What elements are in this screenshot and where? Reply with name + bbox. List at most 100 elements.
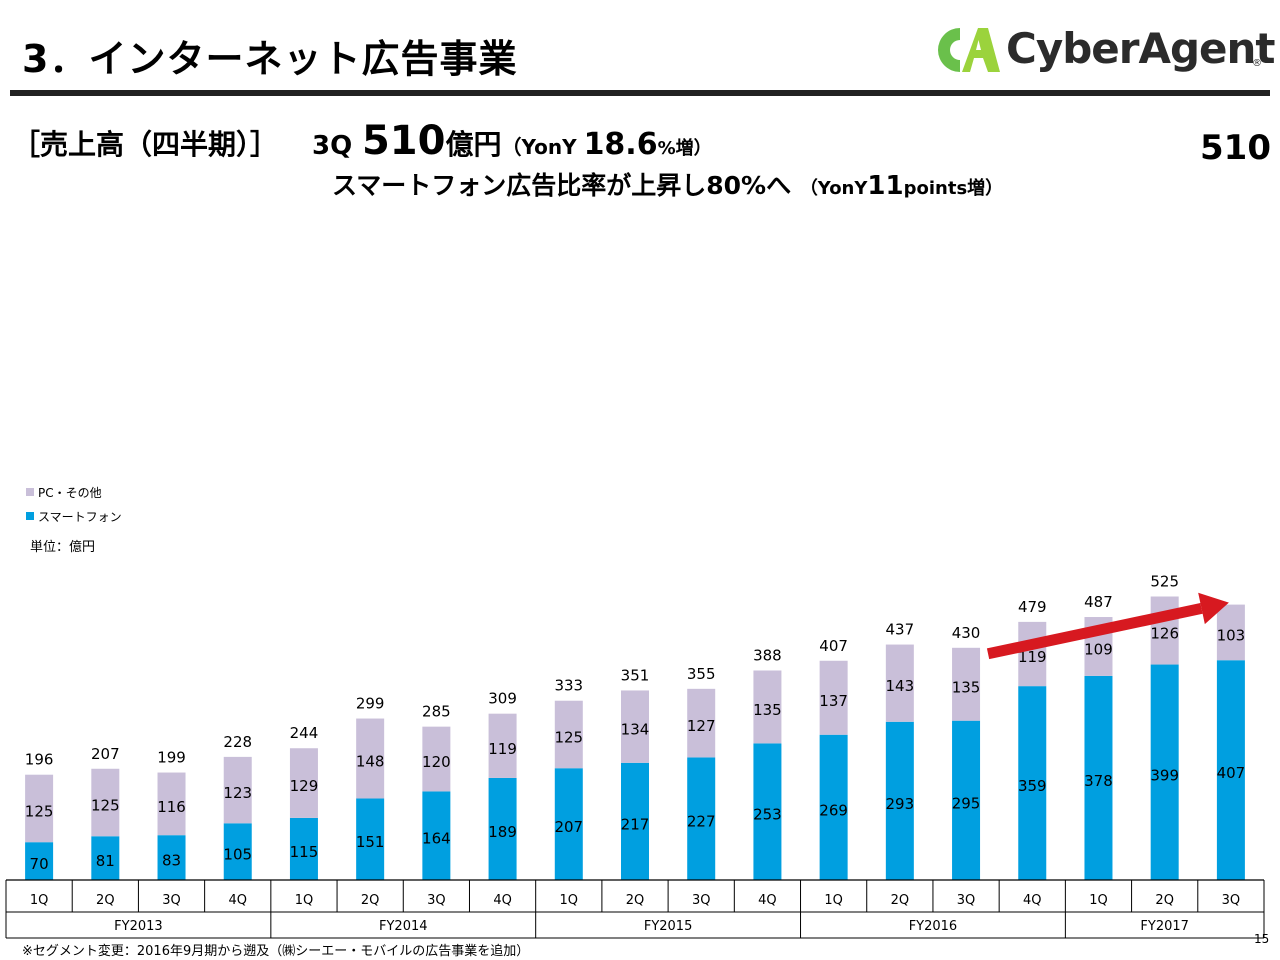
data-label-smartphone: 207	[554, 818, 583, 836]
latest-total-callout: 510	[1200, 128, 1271, 168]
data-label-total: 285	[422, 703, 451, 721]
x-tick-label: 3Q	[162, 893, 181, 908]
x-tick-label: 3Q	[427, 893, 446, 908]
fiscal-year-label: FY2017	[1140, 919, 1189, 934]
data-label-pc-other: 134	[621, 721, 650, 739]
registered-mark: ®	[1252, 58, 1262, 69]
data-label-smartphone: 189	[488, 823, 517, 841]
chart-legend: PC・その他 スマートフォン	[26, 480, 122, 528]
data-label-pc-other: 123	[223, 784, 252, 802]
data-label-smartphone: 217	[621, 815, 650, 833]
bar-pc-other	[25, 774, 54, 843]
ratio-yoy-suffix: points増）	[903, 178, 1004, 199]
bar-smartphone	[1150, 664, 1179, 880]
data-label-smartphone: 105	[223, 846, 252, 864]
bar-pc-other	[753, 670, 782, 744]
data-label-total: 333	[554, 677, 583, 695]
x-tick-label: 2Q	[1155, 893, 1174, 908]
growth-arrow-head-icon	[1198, 592, 1229, 625]
data-label-smartphone: 151	[356, 833, 385, 851]
bar-pc-other	[422, 726, 451, 792]
x-tick-label: 2Q	[891, 893, 910, 908]
data-label-pc-other: 125	[554, 728, 583, 746]
legend-item-sp: スマートフォン	[26, 504, 122, 528]
footnote: ※セグメント変更：2016年9月期から遡及（㈱シーエー・モバイルの広告事業を追加…	[22, 944, 530, 959]
bar-smartphone	[91, 836, 120, 880]
bar-smartphone	[687, 757, 716, 880]
data-label-total: 355	[687, 665, 716, 683]
data-label-smartphone: 359	[1018, 777, 1047, 795]
bar-smartphone	[25, 842, 54, 880]
data-label-smartphone: 81	[96, 852, 115, 870]
data-label-pc-other: 125	[91, 797, 120, 815]
bar-pc-other	[554, 700, 583, 769]
data-label-pc-other: 143	[886, 677, 915, 695]
bar-pc-other	[157, 772, 186, 836]
bar-pc-other	[1018, 621, 1047, 687]
yoy-value: 18.6	[583, 127, 658, 162]
yoy-suffix: %増）	[657, 138, 712, 159]
legend-label-pc: PC・その他	[38, 485, 102, 500]
data-label-pc-other: 129	[290, 777, 319, 795]
data-label-smartphone: 70	[30, 855, 49, 873]
unit-label: 単位：億円	[30, 540, 96, 555]
bar-smartphone	[952, 720, 981, 880]
bar-smartphone	[1216, 660, 1245, 880]
data-label-smartphone: 115	[290, 843, 319, 861]
fiscal-year-label: FY2013	[114, 919, 163, 934]
data-label-total: 388	[753, 646, 782, 664]
ratio-yoy-value: 11	[867, 171, 904, 201]
x-tick-label: 2Q	[96, 893, 115, 908]
data-label-pc-other: 116	[157, 798, 186, 816]
data-label-total: 199	[157, 749, 186, 767]
x-tick-label: 4Q	[1023, 893, 1042, 908]
data-label-total: 207	[91, 745, 120, 763]
bar-pc-other	[1150, 596, 1179, 665]
data-label-smartphone: 269	[819, 801, 848, 819]
bar-pc-other	[952, 647, 981, 721]
data-label-total: 525	[1150, 573, 1179, 591]
bar-smartphone	[289, 817, 318, 880]
bar-pc-other	[819, 660, 848, 735]
legend-swatch-sp	[26, 512, 34, 520]
fiscal-year-label: FY2015	[644, 919, 693, 934]
bar-smartphone	[356, 798, 385, 880]
bar-pc-other	[621, 690, 649, 763]
bar-pc-other	[687, 688, 716, 758]
x-tick-label: 2Q	[626, 893, 645, 908]
x-tick-label: 3Q	[957, 893, 976, 908]
cyberagent-logo: CyberAgent ®	[922, 18, 1275, 82]
bar-smartphone	[488, 777, 517, 880]
x-tick-label: 1Q	[560, 893, 579, 908]
header-divider	[10, 90, 1270, 96]
ratio-text: スマートフォン広告比率が上昇し80%へ	[332, 171, 792, 200]
bar-smartphone	[1018, 686, 1047, 880]
data-label-pc-other: 119	[488, 740, 517, 758]
fiscal-year-label: FY2016	[909, 919, 958, 934]
bar-smartphone	[422, 791, 451, 880]
data-label-pc-other: 127	[687, 717, 716, 735]
bar-smartphone	[753, 743, 782, 880]
x-tick-label: 1Q	[30, 893, 49, 908]
bar-smartphone	[621, 762, 649, 880]
data-label-pc-other: 126	[1150, 625, 1179, 643]
bar-pc-other	[223, 756, 252, 824]
data-label-total: 487	[1084, 593, 1113, 611]
data-label-smartphone: 227	[687, 813, 716, 831]
ratio-yoy-open: （YonY	[799, 178, 868, 199]
section-label: ［売上高（四半期）］	[12, 128, 279, 161]
data-label-total: 351	[621, 666, 650, 684]
data-label-smartphone: 164	[422, 830, 451, 848]
data-label-total: 228	[223, 733, 252, 751]
x-tick-label: 4Q	[228, 893, 247, 908]
fiscal-year-label: FY2014	[379, 919, 428, 934]
bar-pc-other	[1216, 604, 1245, 661]
data-label-pc-other: 137	[819, 692, 848, 710]
yoy-open: （YonY	[501, 135, 584, 159]
bar-pc-other	[356, 718, 385, 799]
bar-pc-other	[488, 713, 517, 778]
data-label-total: 437	[886, 621, 915, 639]
bar-smartphone	[885, 721, 914, 880]
legend-item-pc: PC・その他	[26, 480, 122, 504]
data-label-smartphone: 399	[1150, 766, 1179, 784]
